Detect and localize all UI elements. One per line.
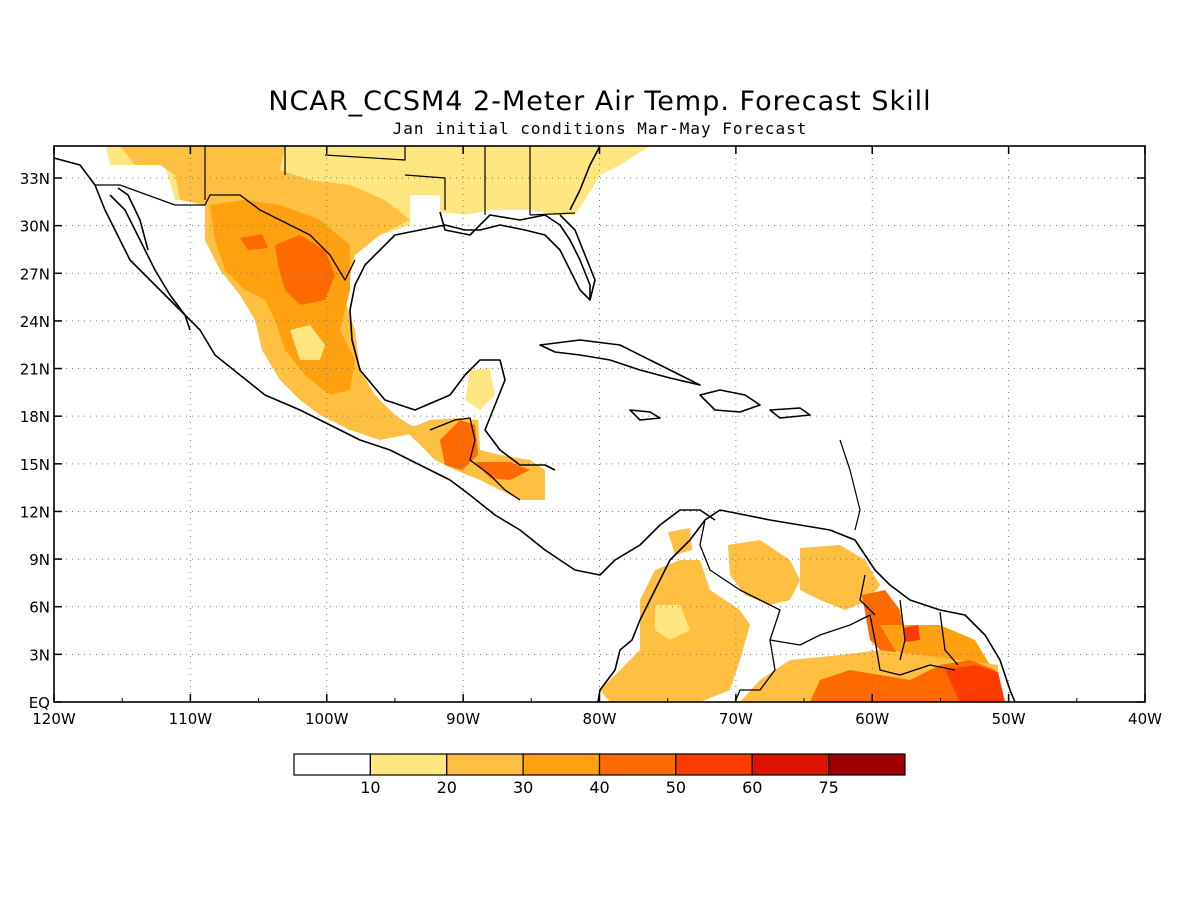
shade-mexico-light [290,325,325,360]
lat-label: 12N [20,503,50,521]
chart-title: NCAR_CCSM4 2-Meter Air Temp. Forecast Sk… [268,86,932,117]
axes: 120W 110W 100W 90W 80W 70W 60W 50W 40W EQ 3N 6N 9N 12… [20,146,1162,728]
lat-label: 21N [20,361,50,379]
shade-honduras [475,462,530,480]
colorbar-label: 50 [666,778,686,797]
colorbar-swatch [522,753,601,776]
colorbar: 10 20 30 40 50 60 75 [293,753,906,797]
chart-subtitle: Jan initial conditions Mar-May Forecast [392,119,808,138]
colorbar-swatch [675,753,753,776]
colorbar-label: 40 [589,778,609,797]
shade-mexico-core2 [240,234,268,250]
shade-yucatan [465,368,495,410]
colorbar-swatch [446,753,524,776]
lat-label: 3N [29,646,50,664]
lon-label: 90W [446,710,480,728]
lat-label: 27N [20,265,50,283]
lat-label: 6N [29,599,50,617]
shade-guatemala [440,420,478,470]
shade-mexico-core [275,235,335,305]
lat-label: 15N [20,456,50,474]
lat-label: 24N [20,313,50,331]
colorbar-swatch [598,753,677,776]
colorbar-swatch [369,753,448,776]
colorbar-label: 10 [360,778,380,797]
skill-shading [106,146,1005,702]
lon-label: 70W [719,710,753,728]
lon-label: 60W [855,710,889,728]
shade-venezuela [728,540,800,605]
lat-label: 9N [29,551,50,569]
colorbar-label: 30 [513,778,533,797]
colorbar-swatch [828,753,906,776]
lat-label: 18N [20,408,50,426]
shade-venezuela-east [800,545,880,610]
colorbar-swatch [293,753,371,776]
shade-brazil-deep [945,665,1005,702]
lon-label: 40W [1128,710,1162,728]
colorbar-swatch [751,753,830,776]
colorbar-label: 75 [818,778,838,797]
lon-label: 100W [305,710,349,728]
lat-label: 33N [20,170,50,188]
lat-label: EQ [29,694,50,712]
shade-colombia-light [655,605,690,640]
colorbar-label: 60 [742,778,762,797]
lon-label: 110W [169,710,213,728]
coastlines [54,146,1016,702]
shade-guiana-dark [903,625,920,642]
lon-label: 120W [32,710,76,728]
lon-label: 50W [992,710,1026,728]
lon-label: 80W [583,710,617,728]
colorbar-label: 20 [437,778,457,797]
lat-label: 30N [20,218,50,236]
shade-col-dot [668,528,692,555]
